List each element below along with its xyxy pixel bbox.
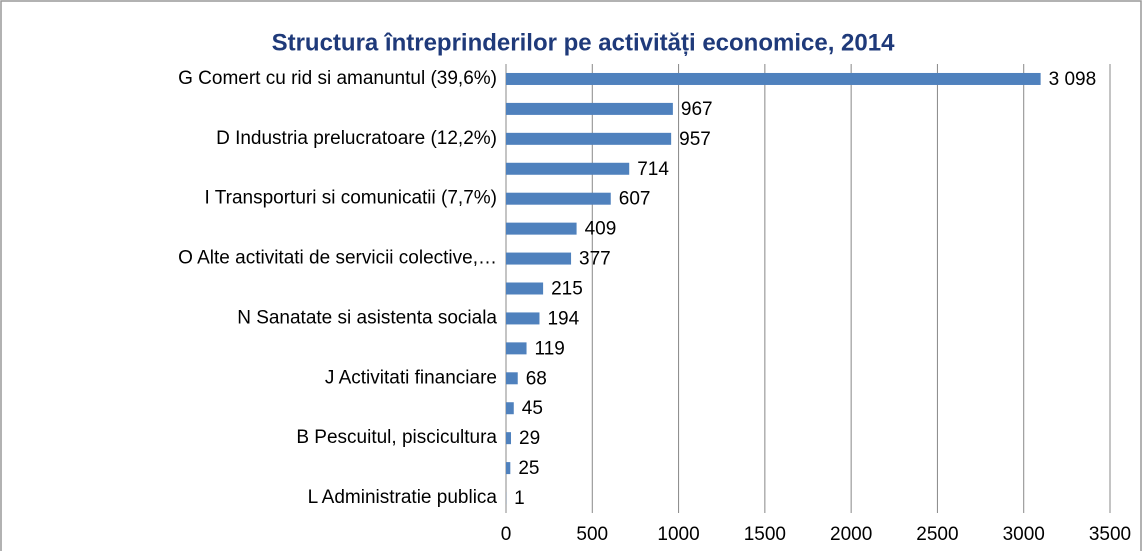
bar — [506, 282, 544, 295]
x-tick-label: 3500 — [1089, 524, 1131, 545]
x-tick-label: 1500 — [744, 524, 786, 545]
x-tick-label: 0 — [501, 524, 512, 545]
y-tick-label: I Transporturi si comunicatii (7,7%) — [205, 188, 498, 209]
bar — [506, 342, 527, 355]
y-tick-label: D Industria prelucratoare (12,2%) — [216, 128, 497, 149]
y-tick-label: B Pescuitul, piscicultura — [296, 427, 497, 448]
bar — [506, 162, 630, 175]
value-label: 3 098 — [1049, 69, 1097, 90]
bar — [506, 72, 1041, 85]
value-label: 607 — [619, 189, 651, 210]
x-tick-label: 2000 — [830, 524, 872, 545]
bar — [506, 192, 611, 205]
x-tick-label: 500 — [576, 524, 608, 545]
bar — [506, 102, 673, 115]
chart-title: Structura întreprinderilor pe activități… — [272, 29, 896, 56]
bar — [506, 132, 672, 145]
value-label: 194 — [547, 308, 579, 329]
bar — [506, 372, 518, 385]
bar — [506, 432, 512, 445]
value-label: 119 — [535, 338, 565, 359]
y-tick-label: G Comert cu rid si amanuntul (39,6%) — [178, 68, 497, 89]
y-tick-label: N Sanatate si asistenta sociala — [237, 307, 497, 328]
bar — [506, 312, 540, 325]
value-label: 45 — [522, 398, 543, 419]
x-tick-label: 3000 — [1003, 524, 1045, 545]
y-tick-label: O Alte activitati de servicii colective,… — [178, 248, 497, 269]
value-label: 68 — [526, 368, 547, 389]
value-label: 714 — [637, 159, 669, 180]
value-label: 25 — [518, 458, 539, 479]
value-label: 215 — [551, 279, 583, 300]
value-label: 967 — [681, 99, 713, 120]
bar — [506, 222, 577, 235]
value-label: 377 — [579, 249, 611, 270]
bar — [506, 252, 572, 265]
x-tick-label: 1000 — [657, 524, 699, 545]
y-tick-label: L Administratie publica — [308, 487, 498, 508]
value-label: 1 — [514, 488, 525, 509]
x-tick-label: 2500 — [916, 524, 958, 545]
bar — [506, 402, 514, 415]
value-label: 957 — [679, 129, 711, 150]
bar — [506, 462, 511, 475]
value-label: 409 — [585, 219, 617, 240]
value-label: 29 — [519, 428, 540, 449]
y-tick-label: J Activitati financiare — [325, 367, 497, 388]
